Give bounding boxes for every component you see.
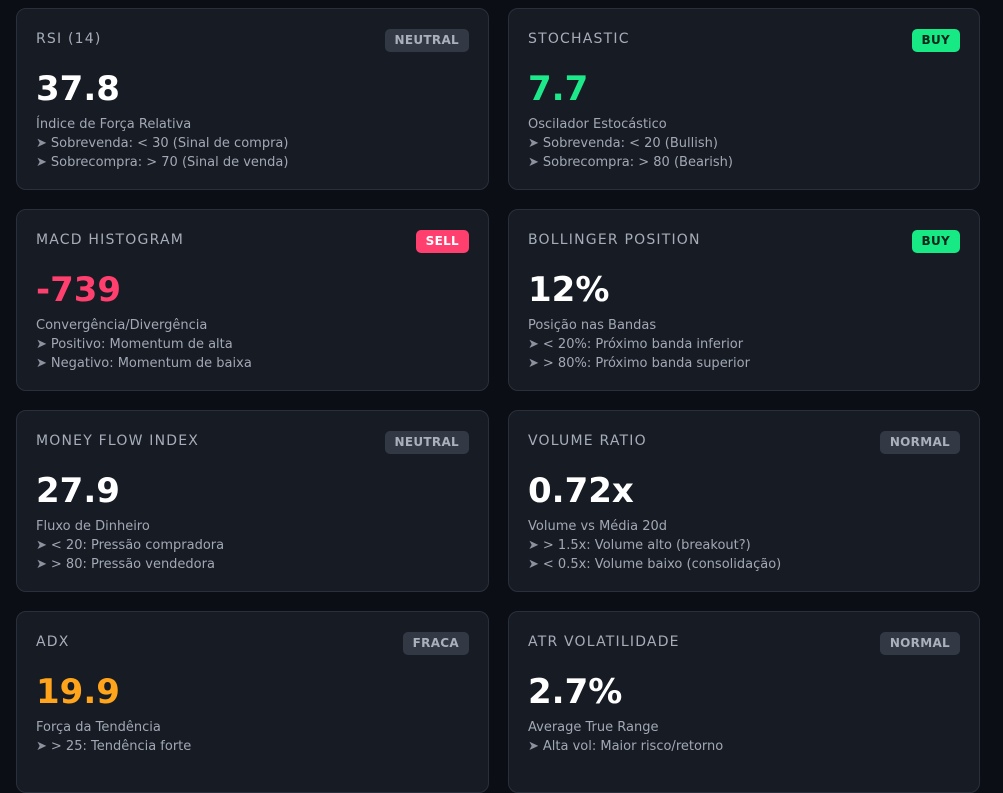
rule-line: ➤ Sobrecompra: > 80 (Bearish)	[528, 155, 733, 170]
card-description: Índice de Força Relativa ➤ Sobrevenda: < …	[36, 115, 288, 172]
arrow-icon: ➤	[528, 356, 539, 371]
bollinger-position-card: BOLLINGER POSITION BUY 12% Posição nas B…	[508, 209, 980, 391]
arrow-icon: ➤	[36, 739, 47, 754]
arrow-icon: ➤	[36, 337, 47, 352]
arrow-icon: ➤	[528, 155, 539, 170]
card-description: Força da Tendência ➤ > 25: Tendência fort…	[36, 718, 191, 756]
stochastic-card: STOCHASTIC BUY 7.7 Oscilador Estocástico…	[508, 8, 980, 190]
description-title: Força da Tendência	[36, 720, 161, 735]
card-title: MACD HISTOGRAM	[36, 232, 184, 248]
indicator-value: 19.9	[36, 672, 120, 712]
status-badge: NEUTRAL	[384, 431, 469, 454]
indicators-grid: RSI (14) NEUTRAL 37.8 Índice de Força Re…	[16, 8, 980, 793]
status-badge: NORMAL	[879, 431, 960, 454]
status-badge: BUY	[911, 230, 960, 253]
arrow-icon: ➤	[36, 557, 47, 572]
status-badge: BUY	[911, 29, 960, 52]
card-description: Posição nas Bandas ➤ < 20%: Próximo banda…	[528, 316, 750, 373]
adx-card: ADX FRACA 19.9 Força da Tendência ➤ > 25:…	[16, 611, 489, 793]
card-description: Fluxo de Dinheiro ➤ < 20: Pressão comprad…	[36, 517, 224, 574]
arrow-icon: ➤	[36, 356, 47, 371]
card-title: ADX	[36, 634, 70, 650]
volume-ratio-card: VOLUME RATIO NORMAL 0.72x Volume vs Médi…	[508, 410, 980, 592]
rsi-card: RSI (14) NEUTRAL 37.8 Índice de Força Re…	[16, 8, 489, 190]
arrow-icon: ➤	[36, 155, 47, 170]
rule-line: ➤ > 25: Tendência forte	[36, 739, 192, 754]
indicator-value: 0.72x	[528, 471, 634, 511]
rule-line: ➤ Sobrecompra: > 70 (Sinal de venda)	[36, 155, 289, 170]
money-flow-index-card: MONEY FLOW INDEX NEUTRAL 27.9 Fluxo de D…	[16, 410, 489, 592]
arrow-icon: ➤	[528, 538, 539, 553]
card-title: RSI (14)	[36, 31, 102, 47]
description-title: Convergência/Divergência	[36, 318, 208, 333]
indicator-value: 7.7	[528, 69, 589, 109]
indicator-value: 2.7%	[528, 672, 623, 712]
description-title: Fluxo de Dinheiro	[36, 519, 150, 534]
rule-line: ➤ Positivo: Momentum de alta	[36, 337, 233, 352]
macd-histogram-card: MACD HISTOGRAM SELL -739 Convergência/Di…	[16, 209, 489, 391]
card-description: Oscilador Estocástico ➤ Sobrevenda: < 20 …	[528, 115, 733, 172]
arrow-icon: ➤	[36, 136, 47, 151]
description-title: Posição nas Bandas	[528, 318, 657, 333]
arrow-icon: ➤	[528, 557, 539, 572]
card-title: BOLLINGER POSITION	[528, 232, 701, 248]
status-badge: SELL	[415, 230, 469, 253]
description-title: Índice de Força Relativa	[36, 117, 192, 132]
rule-line: ➤ Alta vol: Maior risco/retorno	[528, 739, 724, 754]
indicator-value: 12%	[528, 270, 610, 310]
rule-line: ➤ > 80: Pressão vendedora	[36, 557, 215, 572]
indicator-value: 27.9	[36, 471, 120, 511]
card-title: MONEY FLOW INDEX	[36, 433, 200, 449]
arrow-icon: ➤	[36, 538, 47, 553]
rule-line: ➤ < 20: Pressão compradora	[36, 538, 225, 553]
rule-line: ➤ > 80%: Próximo banda superior	[528, 356, 750, 371]
arrow-icon: ➤	[528, 739, 539, 754]
description-title: Average True Range	[528, 720, 659, 735]
rule-line: ➤ < 20%: Próximo banda inferior	[528, 337, 744, 352]
card-description: Volume vs Média 20d ➤ > 1.5x: Volume alto…	[528, 517, 781, 574]
status-badge: NORMAL	[879, 632, 960, 655]
card-description: Convergência/Divergência ➤ Positivo: Mome…	[36, 316, 252, 373]
description-title: Oscilador Estocástico	[528, 117, 667, 132]
status-badge: NEUTRAL	[384, 29, 469, 52]
rule-line: ➤ Sobrevenda: < 20 (Bullish)	[528, 136, 718, 151]
rule-line: ➤ Sobrevenda: < 30 (Sinal de compra)	[36, 136, 289, 151]
rule-line: ➤ Negativo: Momentum de baixa	[36, 356, 252, 371]
arrow-icon: ➤	[528, 337, 539, 352]
card-title: VOLUME RATIO	[528, 433, 647, 449]
rule-line: ➤ > 1.5x: Volume alto (breakout?)	[528, 538, 751, 553]
description-title: Volume vs Média 20d	[528, 519, 668, 534]
rule-line: ➤ < 0.5x: Volume baixo (consolidação)	[528, 557, 782, 572]
indicator-value: 37.8	[36, 69, 120, 109]
indicator-value: -739	[36, 270, 122, 310]
card-title: STOCHASTIC	[528, 31, 630, 47]
card-description: Average True Range ➤ Alta vol: Maior risc…	[528, 718, 723, 756]
atr-volatilidade-card: ATR VOLATILIDADE NORMAL 2.7% Average Tru…	[508, 611, 980, 793]
status-badge: FRACA	[402, 632, 469, 655]
arrow-icon: ➤	[528, 136, 539, 151]
card-title: ATR VOLATILIDADE	[528, 634, 680, 650]
